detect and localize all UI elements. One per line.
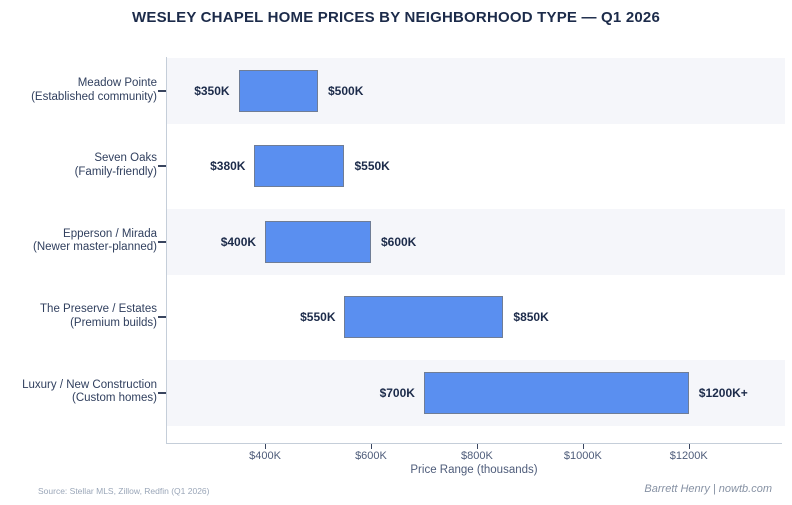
x-tick — [265, 444, 267, 449]
plot-area: $350K $500K $380K $550K $400K $600K $550K $850K… — [158, 57, 785, 443]
bar-high-label: $850K — [513, 310, 549, 325]
category-subtitle: (Premium builds) — [70, 316, 157, 329]
range-bar — [344, 296, 504, 339]
bar-low-label: $700K — [379, 385, 415, 400]
bar-high-label: $500K — [328, 84, 364, 98]
category-name: Luxury / New Construction — [22, 378, 157, 391]
x-tick — [688, 444, 690, 449]
category-label: Epperson / Mirada (Newer master-planned) — [0, 228, 157, 255]
x-axis-title: Price Range (thousands) — [410, 464, 538, 476]
source-note: Source: Stellar MLS, Zillow, Redfin (Q1 … — [38, 486, 210, 496]
category-label: Meadow Pointe (Established community) — [0, 77, 157, 104]
x-tick-label: $600K — [355, 450, 387, 462]
range-bar — [423, 371, 689, 414]
x-tick-label: $1000K — [563, 450, 602, 462]
x-tick — [476, 444, 478, 449]
x-axis-line — [166, 443, 782, 444]
y-tick — [158, 391, 166, 394]
range-bar — [265, 220, 371, 263]
y-axis-line — [166, 57, 167, 443]
range-bar — [238, 70, 318, 112]
category-label: The Preserve / Estates (Premium builds) — [0, 303, 157, 330]
category-name: Meadow Pointe — [77, 77, 157, 89]
y-tick — [158, 165, 166, 168]
x-tick-label: $800K — [461, 450, 493, 462]
category-subtitle: (Family-friendly) — [74, 165, 157, 178]
category-subtitle: (Custom homes) — [72, 392, 157, 405]
x-tick-label: $400K — [249, 450, 281, 462]
category-name: The Preserve / Estates — [40, 303, 157, 316]
bar-low-label: $380K — [210, 159, 246, 174]
y-tick — [158, 90, 166, 92]
category-subtitle: (Newer master-planned) — [33, 241, 157, 254]
x-tick — [582, 444, 584, 449]
category-subtitle: (Established community) — [31, 90, 157, 103]
range-bar — [254, 145, 345, 188]
x-tick-label: $1200K — [669, 450, 708, 462]
row-band — [167, 208, 785, 275]
bar-high-label: $550K — [354, 159, 390, 174]
chart-title: WESLEY CHAPEL HOME PRICES BY NEIGHBORHOO… — [132, 9, 660, 26]
y-tick — [158, 240, 166, 243]
category-label: Seven Oaks (Family-friendly) — [0, 152, 157, 179]
bar-low-label: $550K — [300, 310, 336, 325]
attribution: Barrett Henry | nowtb.com — [644, 483, 772, 495]
bar-low-label: $350K — [194, 84, 230, 98]
category-name: Epperson / Mirada — [63, 227, 157, 240]
bar-high-label: $600K — [380, 234, 417, 249]
category-label: Luxury / New Construction (Custom homes) — [0, 379, 157, 406]
x-tick — [370, 444, 372, 449]
category-name: Seven Oaks — [94, 152, 157, 165]
y-tick — [158, 316, 166, 319]
bar-low-label: $400K — [220, 234, 257, 249]
bar-high-label: $1200K+ — [698, 385, 748, 400]
